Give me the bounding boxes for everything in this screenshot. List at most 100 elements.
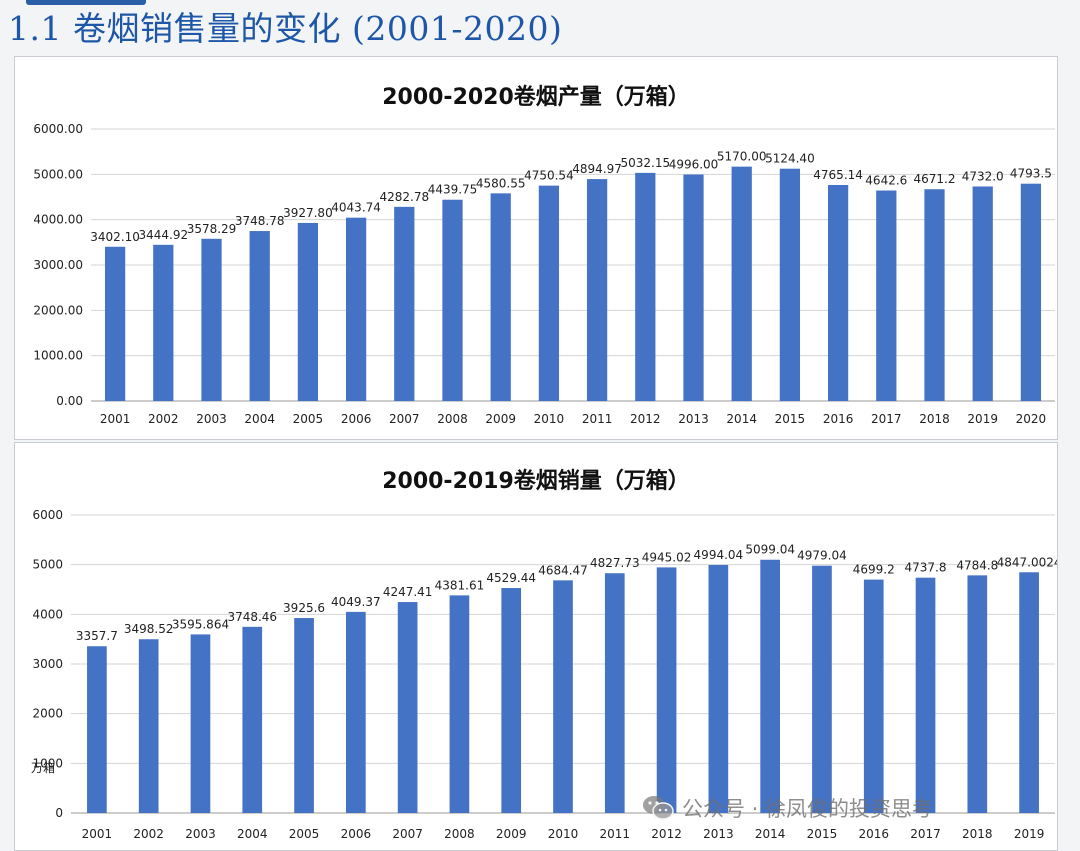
x-tick-label: 2015 [775,412,806,426]
data-label: 4684.47 [538,563,588,577]
y-tick-label: 5000.00 [33,167,83,181]
x-tick-label: 2005 [293,412,324,426]
data-label: 4994.04 [694,548,744,562]
x-tick-label: 2011 [600,827,631,841]
x-tick-label: 2007 [392,827,423,841]
data-label: 4049.37 [331,595,381,609]
bar [242,626,263,813]
y-axis-label: 万箱 [31,760,55,775]
bar [553,580,573,813]
bar [104,246,126,401]
x-tick-label: 2010 [548,827,579,841]
x-tick-label: 2006 [341,412,372,426]
bar [972,186,993,401]
data-label: 4996.00 [669,158,719,172]
bar [490,193,511,401]
x-tick-label: 2020 [1016,412,1047,426]
x-tick-label: 2019 [1014,827,1045,841]
y-tick-label: 1000.00 [33,349,83,363]
x-tick-label: 2013 [703,827,734,841]
data-label: 3578.29 [187,222,237,236]
bar [397,602,418,813]
bar [297,222,319,401]
x-tick-label: 2015 [807,827,838,841]
data-label: 4247.41 [383,585,433,599]
x-tick-label: 2014 [726,412,757,426]
production-bar-chart: 0.00 1000.00 2000.00 3000.00 4000.00 5000.00 6… [33,122,1055,426]
data-label: 4732.0 [962,169,1004,183]
x-tick-label: 2009 [496,827,527,841]
top-decoration [26,0,146,5]
bar [924,189,945,401]
data-label: 4847.0024 [997,555,1057,569]
x-tick-label: 2016 [823,412,854,426]
data-label: 4750.54 [524,169,574,183]
watermark-text: 公众号 · 徐凤俊的投资思考 [682,797,934,821]
wechat-icon [643,796,674,820]
x-tick-label: 2011 [582,412,613,426]
data-label: 4642.6 [865,174,907,188]
x-tick-label: 2001 [100,412,131,426]
bar [708,564,729,813]
bar [812,565,832,813]
data-label: 3748.78 [235,214,285,228]
y-tick-label: 5000 [32,558,63,572]
data-label: 4580.55 [476,176,526,190]
data-label: 4765.14 [813,168,863,182]
x-tick-label: 2012 [630,412,661,426]
bar [915,577,936,813]
bar [538,185,560,401]
sales-bar-chart: 0 1000 2000 3000 4000 5000 6000 3357.7 2001 3498.… [31,508,1057,841]
x-tick-label: 2003 [185,827,216,841]
bar [294,618,314,813]
y-tick-label: 2000 [32,707,63,721]
bar [586,179,608,401]
bar [760,559,780,813]
bar [876,190,897,401]
bar [635,172,656,401]
data-label: 3444.92 [138,228,188,242]
x-tick-label: 2001 [82,827,113,841]
data-label: 4979.04 [797,549,847,563]
y-tick-label: 3000 [32,657,63,671]
bar [345,217,367,401]
data-label: 4894.97 [572,162,622,176]
watermark: 公众号 · 徐凤俊的投资思考 [642,790,933,826]
x-tick-label: 2002 [133,827,164,841]
y-tick-label: 6000 [32,508,63,522]
bar [249,231,270,401]
chart-title: 2000-2019卷烟销量（万箱） [382,469,690,494]
bar [1019,572,1039,813]
y-tick-label: 0.00 [56,394,83,408]
data-label: 5170.00 [717,150,767,164]
data-label: 3498.52 [124,622,174,636]
x-tick-label: 2008 [444,827,475,841]
x-tick-label: 2014 [755,827,786,841]
data-label: 3595.864 [172,617,229,631]
data-label: 5124.40 [765,152,815,166]
x-tick-label: 2017 [871,412,902,426]
bar [442,199,463,401]
x-tick-label: 2009 [485,412,516,426]
x-tick-label: 2004 [237,827,268,841]
x-tick-label: 2018 [919,412,950,426]
bar [863,579,884,813]
bar [731,166,752,401]
x-tick-label: 2016 [858,827,889,841]
y-tick-label: 2000.00 [33,303,83,317]
bar [190,634,211,813]
data-label: 3748.46 [227,610,277,624]
data-label: 4671.2 [914,172,956,186]
bar [683,174,704,401]
bar [138,639,159,813]
bar [394,206,415,401]
bar [201,238,222,401]
slide-title: 1.1 卷烟销售量的变化 (2001-2020) [8,9,563,48]
bar [87,646,107,813]
chart-title: 2000-2020卷烟产量（万箱） [382,85,690,110]
x-tick-label: 2017 [910,827,941,841]
y-tick-label: 4000 [32,607,63,621]
bar [153,244,174,401]
data-label: 3925.6 [283,601,325,615]
y-tick-label: 6000.00 [33,122,83,136]
